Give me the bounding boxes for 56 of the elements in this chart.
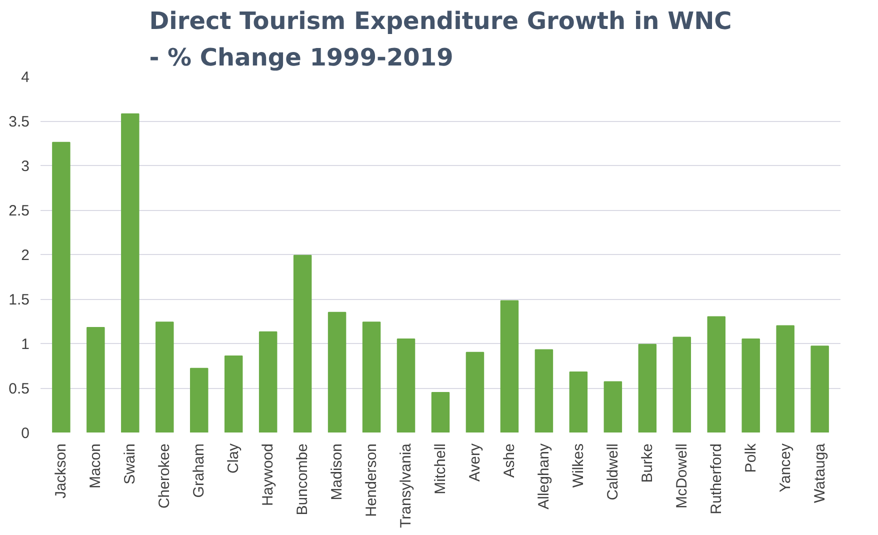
x-tick-label: Clay — [225, 443, 242, 474]
bar — [569, 371, 588, 432]
bar — [293, 254, 312, 432]
bar — [707, 316, 726, 432]
bar — [258, 331, 278, 432]
x-tick-label: Mitchell — [432, 443, 449, 494]
bar — [121, 113, 140, 432]
bar — [500, 300, 519, 432]
y-tick-label: 0 — [21, 425, 30, 442]
bar — [224, 355, 243, 432]
x-tick-label: McDowell — [673, 443, 690, 509]
bar — [52, 142, 70, 432]
bar — [86, 326, 105, 432]
x-tick-label: Polk — [742, 443, 760, 473]
x-tick-label: Jackson — [52, 443, 70, 499]
chart-title: Direct Tourism Expenditure Growth in WNC - % Change 1999-2019 — [149, 7, 732, 72]
y-tick-label: 3.5 — [8, 114, 30, 130]
y-tick-label: 4 — [21, 69, 30, 86]
bar — [431, 392, 450, 432]
bar — [776, 325, 794, 432]
x-tick-label: Avery — [466, 443, 484, 482]
bar — [672, 336, 691, 432]
bar — [466, 352, 484, 432]
x-tick-label: Alleghany — [535, 443, 552, 510]
bar — [396, 338, 416, 432]
bar — [328, 312, 346, 432]
x-tick-label: Madison — [328, 443, 346, 500]
x-tick-label: Haywood — [260, 443, 277, 506]
bar — [742, 338, 760, 432]
x-tick-label: Yancey — [776, 443, 794, 492]
bar — [638, 344, 657, 432]
x-tick-label: Henderson — [363, 443, 380, 517]
bar — [810, 346, 829, 432]
y-tick-label: 2.5 — [8, 202, 30, 220]
y-tick-label: 2 — [21, 247, 30, 264]
x-tick-label: Watauga — [811, 442, 828, 503]
y-tick-label: 1.5 — [8, 292, 30, 308]
y-tick-label: 0.5 — [8, 380, 30, 398]
bar — [156, 322, 174, 432]
bar — [534, 349, 554, 432]
x-tick-label: Macon — [87, 443, 104, 489]
x-tick-label: Ashe — [500, 443, 518, 478]
y-tick-label: 3 — [21, 158, 30, 175]
x-tick-label: Graham — [190, 443, 208, 498]
x-tick-label: Rutherford — [708, 443, 725, 514]
bar — [190, 368, 208, 432]
x-tick-label: Burke — [638, 443, 656, 483]
x-tick-label: Wilkes — [570, 443, 587, 488]
y-tick-label: 1 — [21, 336, 30, 353]
bar — [362, 322, 381, 432]
x-tick-label: Transylvania — [398, 442, 415, 528]
x-tick-label: Cherokee — [156, 443, 174, 509]
x-tick-label: Swain — [122, 443, 139, 484]
x-tick-label: Caldwell — [604, 443, 622, 500]
x-tick-label: Buncombe — [294, 443, 312, 516]
bar — [604, 381, 622, 432]
